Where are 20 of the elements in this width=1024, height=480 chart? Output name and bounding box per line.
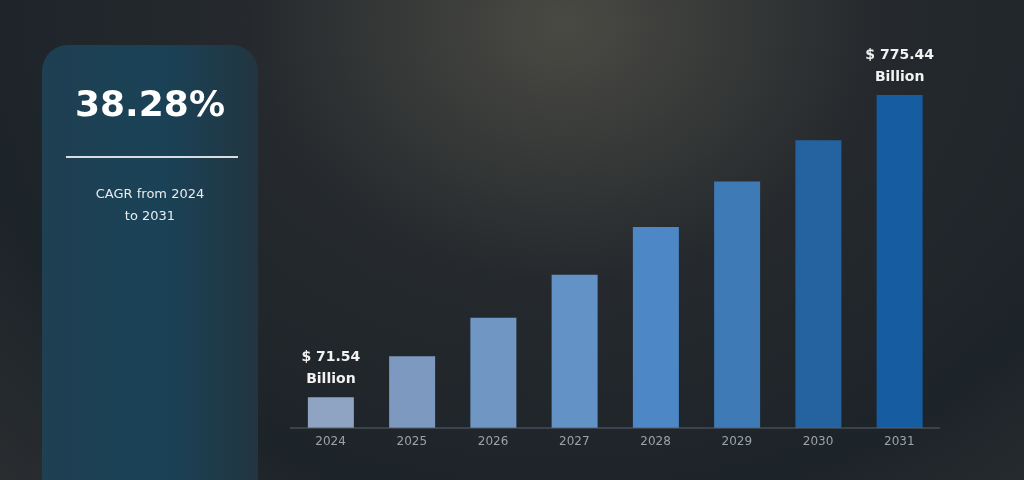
x-tick-label: 2027 <box>559 433 590 448</box>
bar <box>632 227 679 428</box>
bar <box>876 95 923 428</box>
bar <box>714 181 761 428</box>
bar <box>307 397 354 428</box>
data-label: $ 71.54 Billion <box>301 348 361 387</box>
x-tick-label: 2030 <box>802 433 834 448</box>
bar <box>795 140 842 428</box>
data-label: $ 775.44 Billion <box>865 46 935 84</box>
x-tick-label: 2025 <box>396 433 428 448</box>
x-tick-label: 2031 <box>884 433 915 448</box>
bar <box>470 317 517 428</box>
x-tick-label: 2028 <box>640 433 671 448</box>
x-tick-label: 2029 <box>721 433 753 448</box>
text: CAGR from 2024 to 2031 <box>94 185 206 225</box>
x-tick-label: 2026 <box>477 433 509 448</box>
bar <box>389 356 436 428</box>
text: 38.28% <box>74 83 226 124</box>
x-tick-label: 2024 <box>315 433 346 448</box>
bar <box>551 274 598 428</box>
